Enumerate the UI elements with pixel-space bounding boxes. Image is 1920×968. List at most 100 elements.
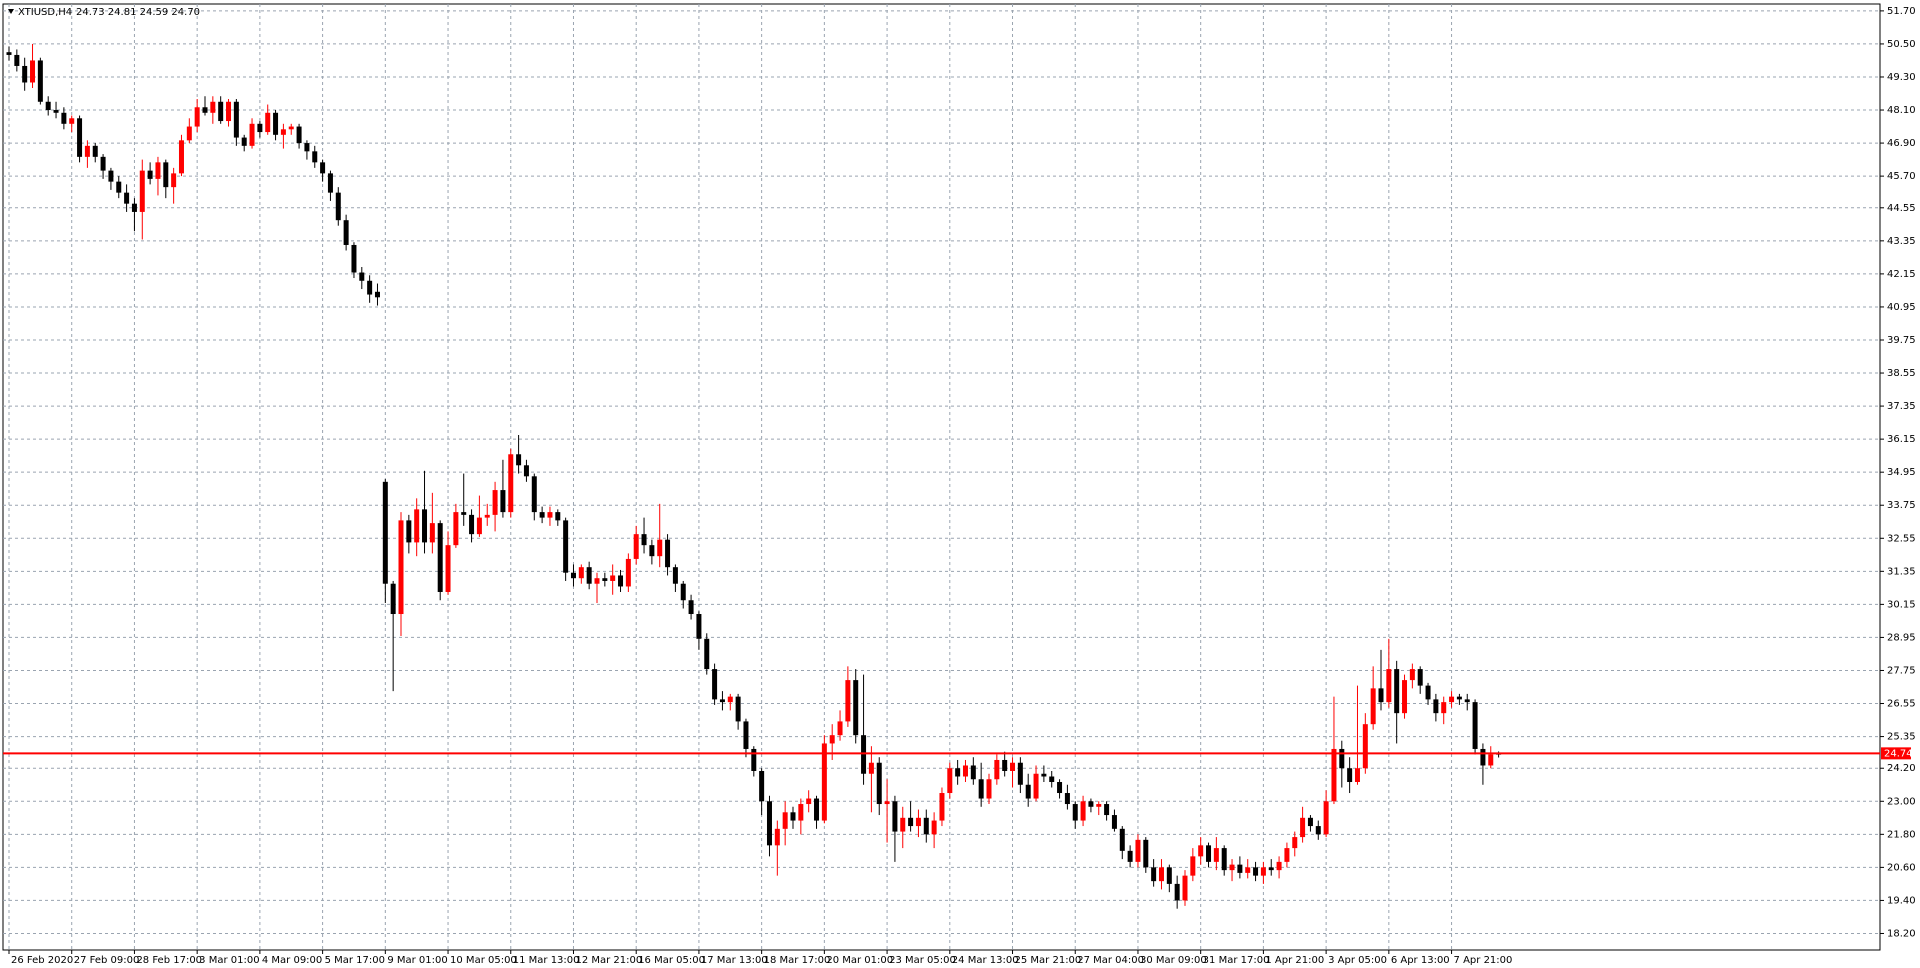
candle-body	[1119, 828, 1125, 851]
y-tick-label: 42.15	[1887, 269, 1916, 280]
candle-body	[892, 801, 898, 832]
y-tick-label: 43.35	[1887, 236, 1916, 247]
candle-body	[414, 509, 420, 543]
candle-body	[704, 638, 710, 670]
candle-body	[970, 765, 976, 780]
x-tick-label: 7 Apr 21:00	[1454, 955, 1513, 966]
candle-body	[92, 145, 98, 157]
candle-body	[265, 112, 271, 133]
candle-body	[837, 721, 843, 736]
price-label: 24.74	[1884, 748, 1913, 759]
candle-body	[1151, 867, 1157, 882]
candle-body	[719, 699, 725, 703]
candle-body	[931, 820, 937, 835]
x-tick-label: 20 Mar 01:00	[826, 955, 893, 966]
y-tick-label: 18.20	[1887, 928, 1916, 939]
candle-body	[163, 162, 169, 188]
info: 24.73 24.81 24.59 24.70	[76, 7, 200, 18]
candle-body	[547, 512, 553, 518]
x-tick-label: 26 Feb 2020	[11, 955, 73, 966]
x-tick-label: 5 Mar 17:00	[325, 955, 385, 966]
candle-body	[1284, 848, 1290, 862]
x-tick-label: 18 Mar 17:00	[764, 955, 831, 966]
candle-body	[1441, 702, 1447, 714]
candle-body	[712, 669, 718, 700]
candle-body	[1206, 845, 1212, 862]
candle-body	[782, 812, 788, 829]
candle-body	[884, 801, 890, 805]
candle-body	[382, 481, 388, 584]
candle-body	[594, 578, 600, 584]
candle-body	[226, 101, 232, 122]
candle-body	[100, 156, 106, 171]
candle-body	[806, 798, 812, 805]
candle-body	[1417, 669, 1423, 686]
candle-body	[202, 107, 208, 113]
x-tick-label: 27 Mar 04:00	[1077, 955, 1144, 966]
candle-body	[1072, 804, 1078, 821]
candle-body	[288, 126, 294, 130]
candle-body	[280, 129, 286, 135]
y-tick-label: 25.35	[1887, 732, 1916, 743]
candle-body	[790, 812, 796, 821]
candle-body	[147, 170, 153, 179]
candle-body	[53, 110, 59, 113]
candle-body	[1088, 801, 1094, 807]
price-tag	[1881, 747, 1911, 760]
candle-body	[37, 60, 43, 102]
candle-body	[618, 575, 624, 587]
candle-body	[868, 762, 874, 774]
candle-body	[1260, 867, 1266, 876]
candle-body	[1292, 837, 1298, 849]
y-tick-label: 30.15	[1887, 599, 1916, 610]
candle-body	[814, 798, 820, 821]
candle-body	[22, 65, 28, 83]
menu-arrow[interactable]	[8, 9, 14, 14]
candle-body	[14, 54, 20, 66]
candle-body	[1174, 883, 1180, 901]
candle-body	[273, 112, 279, 135]
candle-body	[531, 476, 537, 513]
x-tick-label: 10 Mar 05:00	[450, 955, 517, 966]
candle-body	[84, 145, 90, 157]
candle-body	[327, 173, 333, 193]
candle-body	[1229, 864, 1235, 871]
candle-body	[1253, 867, 1259, 876]
candle-body	[155, 162, 161, 179]
candle-body	[437, 523, 443, 592]
candle-body	[335, 192, 341, 221]
candle-body	[343, 220, 349, 245]
candle-body	[1370, 688, 1376, 725]
candle-body	[633, 534, 639, 559]
x-tick-label: 12 Mar 21:00	[575, 955, 642, 966]
candle-body	[108, 170, 114, 182]
candle-body	[296, 126, 302, 144]
candle-body	[578, 567, 584, 579]
candle-body	[422, 509, 428, 543]
candle-body	[390, 583, 396, 615]
x-tick-label: 11 Mar 13:00	[513, 955, 580, 966]
candle-body	[6, 52, 12, 55]
y-tick-label: 20.60	[1887, 862, 1916, 873]
y-tick-label: 32.55	[1887, 533, 1916, 544]
x-tick-label: 4 Mar 09:00	[262, 955, 322, 966]
candle-body	[1307, 817, 1313, 827]
candle-body	[508, 454, 514, 513]
candle-body	[1096, 804, 1102, 807]
candle-body	[1158, 867, 1164, 882]
candle-body	[688, 600, 694, 615]
candle-body	[657, 539, 663, 557]
candle-body	[821, 743, 827, 821]
candle-body	[1111, 815, 1117, 829]
candle-body	[516, 454, 522, 466]
candle-body	[492, 490, 498, 515]
candle-body	[1182, 875, 1188, 901]
x-tick-label: 31 Mar 17:00	[1203, 955, 1270, 966]
candle-body	[1315, 826, 1321, 835]
candle-body	[367, 280, 373, 295]
y-tick-label: 27.75	[1887, 665, 1916, 676]
candle-body	[1041, 773, 1047, 777]
candle-body	[406, 520, 412, 543]
candle-body	[359, 272, 365, 281]
candle-body	[1362, 724, 1368, 769]
